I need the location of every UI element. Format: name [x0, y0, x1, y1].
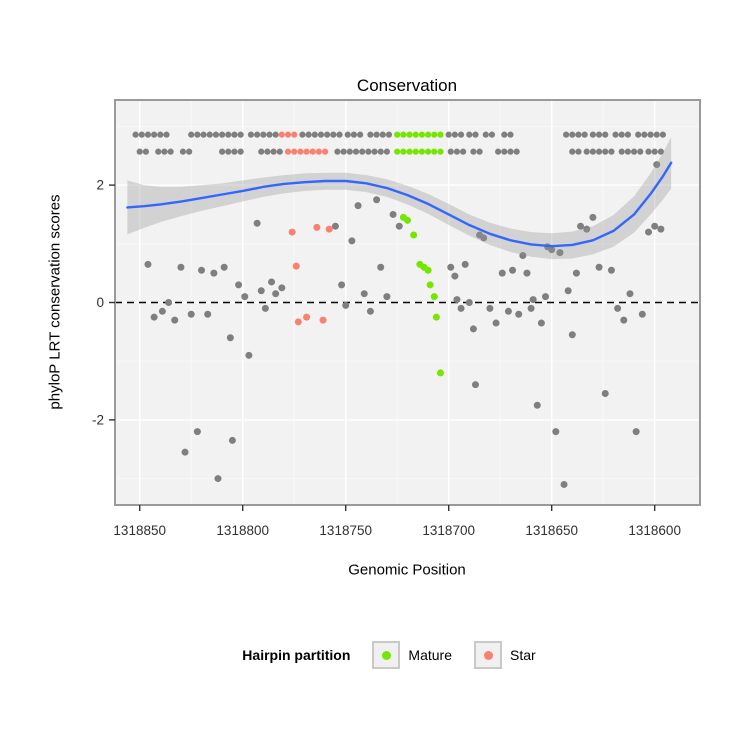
legend-item-mature: Mature [372, 641, 452, 669]
legend-label-mature: Mature [408, 647, 452, 663]
svg-text:-2: -2 [92, 412, 104, 427]
svg-text:1318750: 1318750 [319, 523, 372, 538]
svg-text:2: 2 [96, 178, 104, 193]
svg-text:1318650: 1318650 [525, 523, 578, 538]
svg-text:1318700: 1318700 [422, 523, 475, 538]
legend: Hairpin partition Mature Star [14, 641, 750, 669]
legend-label-star: Star [510, 647, 536, 663]
star-point-icon [483, 650, 493, 660]
legend-item-star: Star [474, 641, 536, 669]
y-axis-label: phyloP LRT conservation scores [46, 194, 64, 410]
legend-key-box [474, 641, 502, 669]
svg-text:1318600: 1318600 [628, 523, 681, 538]
x-axis-label: Genomic Position [348, 561, 466, 579]
legend-title: Hairpin partition [242, 647, 351, 663]
svg-text:0: 0 [96, 295, 104, 310]
legend-key-box [372, 641, 401, 669]
mature-point-icon [381, 650, 391, 660]
chart-title: Conservation [356, 76, 458, 95]
svg-text:1318850: 1318850 [113, 523, 166, 538]
svg-text:1318800: 1318800 [216, 523, 269, 538]
